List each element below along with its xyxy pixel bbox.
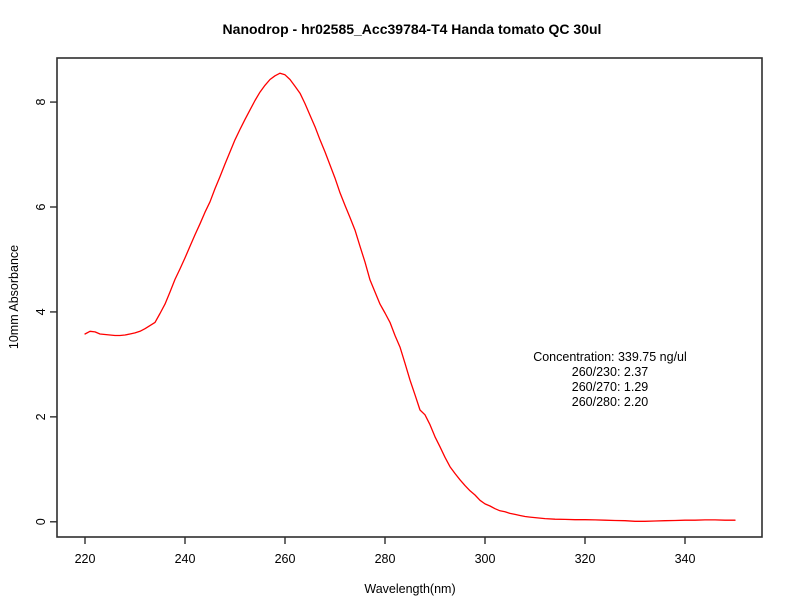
annotation-line-260-280: 260/280: 2.20 (571, 395, 649, 409)
plot-box (56, 57, 763, 538)
x-axis-title: Wavelength(nm) (364, 582, 456, 596)
annotation-line-concentration: Concentration: 339.75 ng/ul (533, 350, 687, 364)
y-tick-label: 8 (34, 99, 48, 106)
y-axis-title: 10mm Absorbance (7, 244, 21, 350)
x-tick-label: 300 (475, 552, 496, 566)
x-tick-label: 260 (275, 552, 296, 566)
y-tick-label: 6 (34, 203, 48, 210)
y-tick-label: 4 (34, 308, 48, 315)
x-tick-label: 220 (75, 552, 96, 566)
x-tick-label: 240 (175, 552, 196, 566)
absorbance-curve (84, 72, 736, 522)
annotation-line-260-230: 260/230: 2.37 (571, 365, 649, 379)
x-tick-label: 320 (575, 552, 596, 566)
y-tick-label: 2 (34, 413, 48, 420)
annotation-line-260-270: 260/270: 1.29 (571, 380, 649, 394)
x-tick-label: 340 (675, 552, 696, 566)
qc-annotation-block: Concentration: 339.75 ng/ul 260/230: 2.3… (533, 350, 687, 410)
x-tick-label: 280 (375, 552, 396, 566)
y-tick-label: 0 (34, 518, 48, 525)
chart-title: Nanodrop - hr02585_Acc39784-T4 Handa tom… (222, 21, 602, 37)
